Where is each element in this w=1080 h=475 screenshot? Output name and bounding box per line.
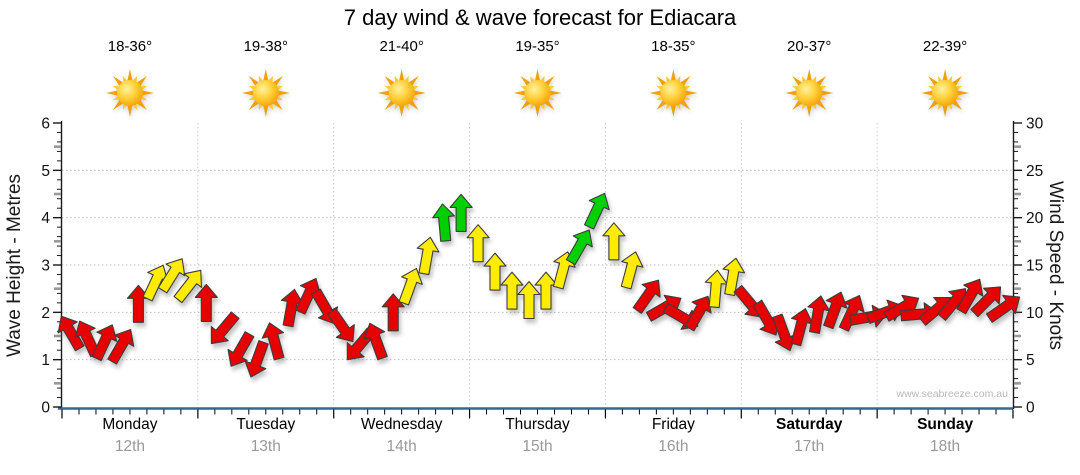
sun-core: [796, 80, 823, 106]
day-name: Saturday: [776, 416, 843, 433]
day-name: Friday: [652, 416, 695, 433]
wind-arrow: [194, 283, 218, 322]
wind-arrow: [326, 307, 355, 343]
wind-arrow: [483, 252, 507, 291]
day-name: Sunday: [917, 416, 973, 433]
day-date: 14th: [387, 438, 417, 455]
day-name: Thursday: [505, 416, 570, 433]
wind-arrow: [416, 236, 440, 276]
wind-arrow: [823, 291, 848, 330]
wind-arrow: [956, 278, 984, 315]
sun-icon: [649, 69, 698, 117]
sun-core: [388, 80, 415, 106]
wind-arrow: [398, 267, 423, 306]
left-axis-tick-label: 3: [41, 258, 50, 275]
sun-core: [660, 80, 687, 106]
left-axis-tick-label: 2: [41, 305, 50, 322]
wind-arrow: [57, 315, 85, 352]
wind-arrow: [970, 286, 1002, 318]
daily-weather-icons: [105, 69, 970, 117]
wind-arrow: [363, 322, 388, 361]
sun-core: [932, 80, 959, 106]
day-labels: 18-36° Monday 12th 19-38° Tuesday 13th 21-40° W…: [102, 38, 973, 455]
wind-arrow: [632, 279, 661, 314]
wind-arrow: [517, 280, 541, 320]
left-axis-tick-label: 5: [41, 163, 50, 180]
day-date: 12th: [115, 438, 145, 455]
right-axis-tick-label: 20: [1026, 210, 1044, 227]
right-axis-tick-label: 10: [1026, 305, 1044, 322]
grid-lines: [62, 123, 1013, 407]
sun-icon: [377, 69, 426, 117]
wind-arrow: [565, 229, 593, 266]
right-axis-tick-label: 15: [1026, 258, 1043, 275]
right-axis-tick-label: 30: [1026, 116, 1044, 133]
right-axis-tick-label: 5: [1026, 352, 1035, 369]
right-axis-label: Wind Speed - Knots: [1045, 180, 1066, 350]
wind-arrow: [838, 294, 865, 332]
day-temp-range: 19-38°: [244, 38, 288, 55]
sun-icon: [513, 69, 562, 117]
day-name: Monday: [102, 416, 157, 433]
sun-icon: [785, 69, 834, 117]
sun-icon: [921, 69, 970, 117]
wind-arrow: [107, 328, 135, 365]
day-temp-range: 18-36°: [108, 38, 152, 55]
day-temp-range: 18-35°: [651, 38, 695, 55]
sun-core: [252, 80, 279, 106]
day-name: Tuesday: [236, 416, 295, 433]
day-date: 16th: [658, 438, 688, 455]
day-date: 13th: [251, 438, 281, 455]
wind-arrow: [432, 203, 456, 242]
axis-tick-labels: 0 1 2 3 4 5 6 0 5 10 15 20 25 30: [41, 116, 1043, 417]
day-temp-range: 19-35°: [515, 38, 559, 55]
wind-arrow: [684, 295, 712, 332]
wind-arrow: [227, 331, 255, 367]
left-axis-tick-label: 1: [41, 352, 50, 369]
wind-arrow: [210, 311, 240, 345]
day-name: Wednesday: [361, 416, 443, 433]
day-temp-range: 21-40°: [379, 38, 423, 55]
sun-icon: [241, 69, 290, 117]
left-axis-tick-label: 6: [41, 116, 50, 133]
right-axis-tick-label: 25: [1026, 163, 1043, 180]
wind-arrow: [500, 271, 524, 310]
sun-core: [116, 80, 143, 106]
watermark: www.seabreeze.com.au: [896, 388, 1008, 400]
day-date: 18th: [930, 438, 960, 455]
wind-arrow-series: [57, 192, 1021, 378]
wind-arrow: [985, 294, 1021, 323]
left-axis-tick-label: 0: [41, 400, 50, 417]
page-title: 7 day wind & wave forecast for Ediacara: [343, 5, 737, 30]
sun-core: [524, 80, 551, 106]
axes: [53, 121, 1022, 419]
wind-arrow: [91, 324, 118, 362]
wind-arrow: [602, 222, 626, 261]
wind-arrow: [244, 340, 269, 378]
wind-arrow: [173, 269, 203, 304]
wind-arrow: [449, 193, 473, 232]
wind-arrow: [534, 271, 558, 310]
wind-arrow: [584, 192, 610, 230]
day-temp-range: 22-39°: [923, 38, 967, 55]
day-temp-range: 20-37°: [787, 38, 831, 55]
wind-arrow: [157, 258, 186, 294]
wind-arrow: [381, 293, 405, 332]
day-date: 15th: [522, 438, 552, 455]
day-date: 17th: [794, 438, 824, 455]
wind-arrow: [466, 224, 490, 263]
right-axis-tick-label: 0: [1026, 400, 1035, 417]
wind-arrow: [620, 251, 644, 290]
sun-icon: [105, 69, 154, 117]
left-axis-tick-label: 4: [41, 210, 50, 227]
wind-arrow: [261, 322, 285, 361]
wind-arrow: [722, 257, 746, 297]
